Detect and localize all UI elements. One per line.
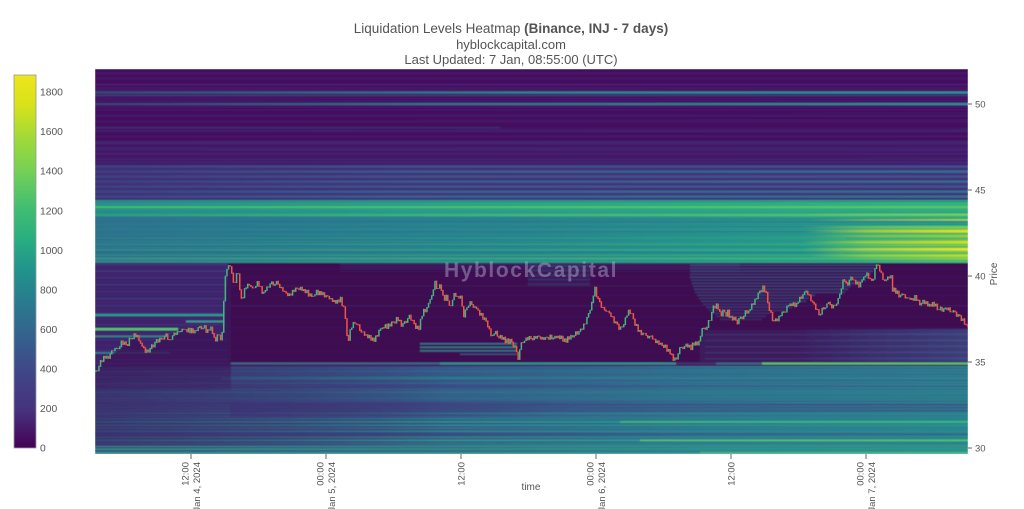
svg-text:12:00: 12:00 [181,462,192,486]
svg-text:30: 30 [975,443,986,454]
svg-text:45: 45 [975,185,986,196]
svg-text:40: 40 [975,271,986,282]
svg-text:Jan 5, 2024: Jan 5, 2024 [327,462,338,509]
svg-text:400: 400 [40,365,57,376]
svg-text:0: 0 [40,444,46,455]
svg-text:200: 200 [40,404,57,415]
svg-text:12:00: 12:00 [457,462,468,486]
svg-text:00:00: 00:00 [586,462,597,486]
svg-text:1400: 1400 [40,167,63,178]
svg-text:Jan 6, 2024: Jan 6, 2024 [597,462,608,509]
svg-text:1600: 1600 [40,127,63,138]
svg-text:1000: 1000 [40,246,63,257]
svg-text:Jan 4, 2024: Jan 4, 2024 [192,462,203,509]
svg-text:Last Updated: 7 Jan, 08:55:00: Last Updated: 7 Jan, 08:55:00 (UTC) [404,52,617,67]
svg-text:800: 800 [40,285,57,296]
svg-text:35: 35 [975,357,986,368]
svg-text:600: 600 [40,325,57,336]
svg-text:12:00: 12:00 [727,462,738,486]
svg-text:HyblockCapital: HyblockCapital [444,259,618,282]
svg-text:50: 50 [975,99,986,110]
svg-text:Jan 7, 2024: Jan 7, 2024 [867,462,878,509]
svg-text:00:00: 00:00 [316,462,327,486]
svg-text:hyblockcapital.com: hyblockcapital.com [456,37,566,52]
svg-text:time: time [522,482,541,493]
svg-text:1800: 1800 [40,88,63,99]
svg-text:1200: 1200 [40,206,63,217]
svg-text:Liquidation Levels Heatmap (Bi: Liquidation Levels Heatmap (Binance, INJ… [354,21,668,36]
svg-text:Price: Price [989,262,1000,285]
svg-text:00:00: 00:00 [856,462,867,486]
